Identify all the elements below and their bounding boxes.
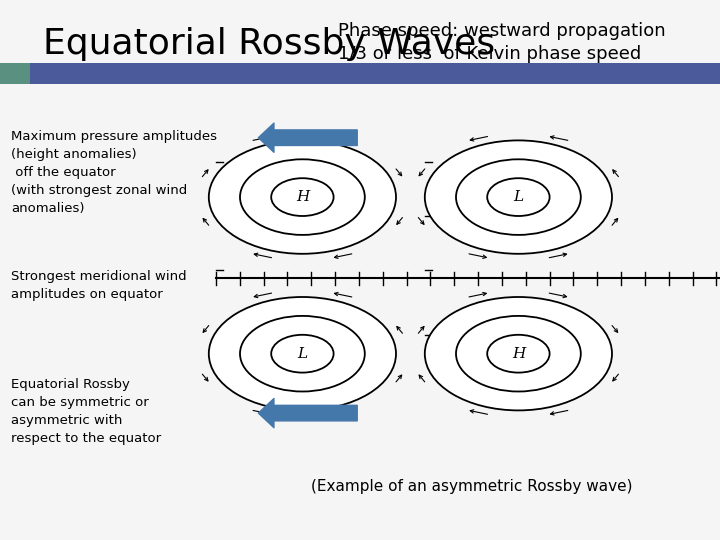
Ellipse shape xyxy=(240,159,365,235)
Text: H: H xyxy=(296,190,309,204)
Bar xyxy=(0,63,30,84)
Ellipse shape xyxy=(271,178,333,216)
Text: Equatorial Rossby
can be symmetric or
asymmetric with
respect to the equator: Equatorial Rossby can be symmetric or as… xyxy=(11,378,161,445)
Text: Equatorial Rossby Waves: Equatorial Rossby Waves xyxy=(43,27,495,61)
Text: L: L xyxy=(297,347,307,361)
Text: Strongest meridional wind
amplitudes on equator: Strongest meridional wind amplitudes on … xyxy=(11,270,186,301)
Ellipse shape xyxy=(487,335,549,373)
Ellipse shape xyxy=(209,140,396,254)
Ellipse shape xyxy=(271,335,333,373)
Text: H: H xyxy=(512,347,525,361)
Ellipse shape xyxy=(456,159,581,235)
Text: (Example of an asymmetric Rossby wave): (Example of an asymmetric Rossby wave) xyxy=(311,479,632,494)
Text: Maximum pressure amplitudes
(height anomalies)
 off the equator
(with strongest : Maximum pressure amplitudes (height anom… xyxy=(11,130,217,214)
Ellipse shape xyxy=(487,178,549,216)
Text: Phase speed: westward propagation
1/3 or less  of Kelvin phase speed: Phase speed: westward propagation 1/3 or… xyxy=(338,22,666,63)
Bar xyxy=(30,63,720,84)
Ellipse shape xyxy=(425,140,612,254)
Ellipse shape xyxy=(240,316,365,392)
Text: L: L xyxy=(513,190,523,204)
Ellipse shape xyxy=(425,297,612,410)
Ellipse shape xyxy=(209,297,396,410)
Ellipse shape xyxy=(456,316,581,392)
